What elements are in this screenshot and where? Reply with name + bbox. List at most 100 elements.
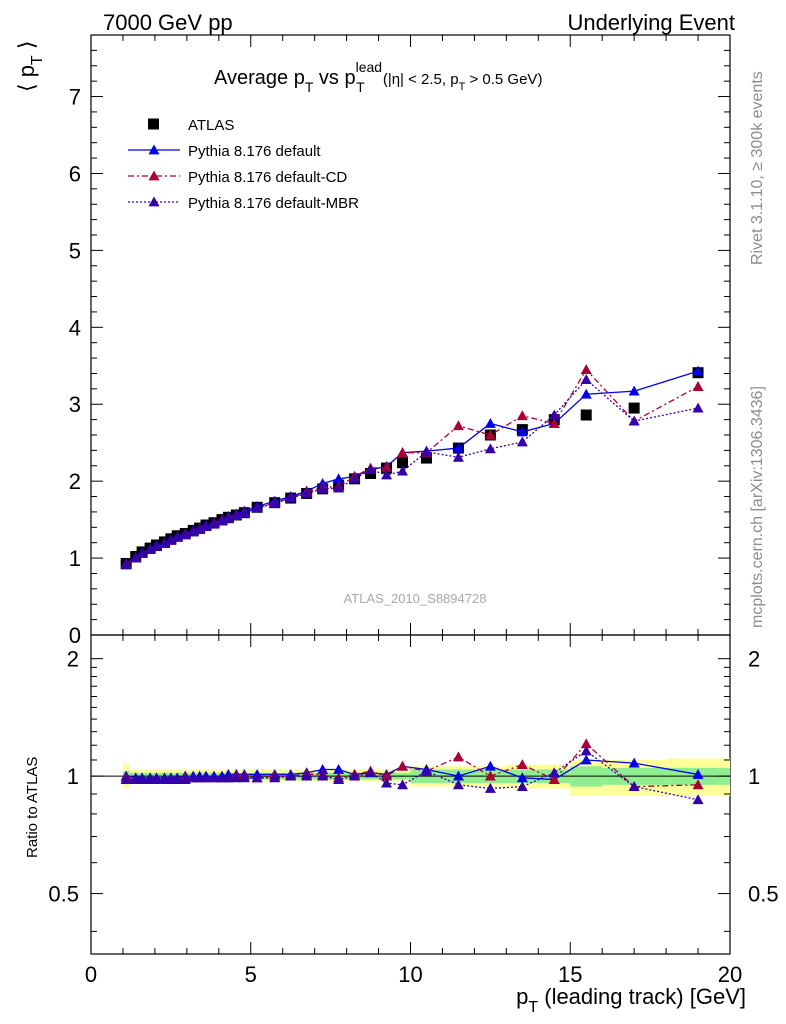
- header-right: Underlying Event: [567, 10, 735, 35]
- main-ytick-label: 4: [69, 315, 81, 340]
- y-axis-label-main: ⟨ pT ⟩: [14, 41, 46, 92]
- main-ytick-label: 5: [69, 238, 81, 263]
- plot-title: Average pT vs plead T (|η| < 2.5, pT > 0.…: [214, 59, 542, 95]
- pythia-8-176-default-mbr-point: [580, 745, 592, 756]
- pythia-8-176-default-point: [692, 768, 704, 779]
- pythia-8-176-default-point: [628, 385, 640, 396]
- pythia-8-176-default-point: [333, 763, 345, 774]
- ratio-ytick-label-left: 2: [67, 647, 79, 672]
- pythia-8-176-default-mbr-point: [158, 537, 170, 548]
- pythia-8-176-default-mbr-point: [251, 502, 263, 513]
- pythia-8-176-default-mbr-point: [171, 774, 183, 784]
- atlas-point: [397, 457, 409, 469]
- atlas-point: [628, 402, 640, 414]
- main-ytick-label: 1: [69, 546, 81, 571]
- main-series-group: [120, 364, 704, 570]
- pythia-8-176-default-cd-point: [516, 410, 528, 421]
- xtick-label: 5: [245, 962, 257, 987]
- pythia-8-176-default-mbr-point: [349, 770, 361, 781]
- pythia-8-176-default-point: [580, 754, 592, 765]
- pythia-8-176-default-mbr-point: [251, 772, 263, 783]
- x-axis-ticks: 0 5 10 15 20: [85, 35, 742, 987]
- pythia-8-176-default-point: [452, 770, 464, 781]
- pythia-8-176-default-point: [333, 473, 345, 484]
- pythia-8-176-default-cd-point: [381, 770, 393, 781]
- pythia-8-176-default-mbr-point: [238, 507, 250, 518]
- pythia-8-176-default-point: [484, 417, 496, 428]
- pythia-8-176-default-mbr-point: [580, 374, 592, 385]
- legend-marker-pythia-8-176-default-cd: [148, 170, 160, 181]
- pythia-8-176-default-cd-point: [580, 738, 592, 749]
- main-ytick-label: 2: [69, 469, 81, 494]
- pythia-8-176-default-mbr-point: [420, 765, 432, 776]
- pythia-8-176-default-mbr-point: [194, 524, 206, 535]
- atlas-point: [420, 452, 432, 464]
- pythia-8-176-default-point: [692, 365, 704, 376]
- pythia-8-176-default-mbr-line: [126, 750, 699, 801]
- pythia-8-176-default-point: [484, 760, 496, 771]
- pythia-8-176-default-mbr-point: [484, 443, 496, 454]
- pythia-8-176-default-mbr-point: [222, 772, 234, 783]
- y-axis-label-ratio: Ratio to ATLAS: [24, 757, 41, 858]
- pythia-8-176-default-mbr-point: [628, 781, 640, 792]
- pythia-8-176-default-mbr-point: [317, 483, 329, 494]
- ratio-ytick-label-left: 0.5: [48, 882, 79, 907]
- pythia-8-176-default-mbr-point: [692, 794, 704, 805]
- pythia-8-176-default-mbr-point: [150, 541, 162, 551]
- pythia-8-176-default-mbr-point: [136, 774, 148, 784]
- pythia-8-176-default-cd-point: [397, 447, 409, 458]
- pythia-8-176-default-mbr-point: [516, 436, 528, 447]
- legend-label-pythia-8-176-default-mbr: Pythia 8.176 default-MBR: [188, 195, 359, 212]
- pythia-8-176-default-mbr-point: [420, 446, 432, 457]
- pythia-8-176-default-cd-point: [484, 770, 496, 781]
- main-ytick-label: 0: [69, 623, 81, 648]
- pythia-8-176-default-mbr-point: [333, 482, 345, 493]
- ratio-ytick-label-right: 0.5: [748, 882, 779, 907]
- pythia-8-176-default-mbr-point: [365, 767, 377, 778]
- pythia-8-176-default-cd-point: [548, 774, 560, 784]
- pythia-8-176-default-cd-point: [692, 779, 704, 790]
- ratio-axis-ticks: 0.5 0.5 1 1 2 2: [48, 647, 779, 932]
- side-mcplots-label: mcplots.cern.ch [arXiv:1306.3436]: [749, 386, 766, 628]
- pythia-8-176-default-mbr-point: [269, 772, 281, 783]
- xtick-label: 10: [398, 962, 422, 987]
- legend-label-atlas: ATLAS: [188, 117, 234, 134]
- pythia-8-176-default-mbr-point: [381, 777, 393, 788]
- legend-label-pythia-8-176-default-cd: Pythia 8.176 default-CD: [188, 169, 347, 186]
- pythia-8-176-default-mbr-point: [397, 779, 409, 790]
- pythia-8-176-default-mbr-point: [381, 469, 393, 480]
- pythia-8-176-default-point: [580, 388, 592, 399]
- x-axis-label: pT (leading track) [GeV]: [516, 984, 746, 1016]
- legend-marker-atlas: [148, 118, 159, 130]
- pythia-8-176-default-mbr-point: [349, 473, 361, 484]
- ratio-ytick-label-left: 1: [67, 764, 79, 789]
- pythia-8-176-default-mbr-point: [165, 534, 177, 545]
- pythia-8-176-default-mbr-point: [516, 781, 528, 792]
- pythia-8-176-default-mbr-point: [548, 409, 560, 420]
- pythia-8-176-default-mbr-point: [365, 464, 377, 475]
- pythia-8-176-default-mbr-point: [179, 774, 191, 784]
- pythia-8-176-default-mbr-point: [130, 552, 142, 563]
- main-ytick-label: 3: [69, 392, 81, 417]
- pythia-8-176-default-mbr-point: [120, 774, 132, 784]
- pythia-8-176-default-mbr-point: [285, 770, 297, 781]
- pythia-8-176-default-mbr-point: [397, 465, 409, 476]
- pythia-8-176-default-mbr-point: [269, 497, 281, 508]
- pythia-8-176-default-mbr-line: [125, 378, 699, 566]
- pythia-8-176-default-mbr-point: [628, 415, 640, 426]
- pythia-8-176-default-mbr-point: [317, 770, 329, 781]
- pythia-8-176-default-cd-point: [516, 759, 528, 770]
- pythia-8-176-default-mbr-point: [238, 772, 250, 783]
- xtick-label: 15: [558, 962, 582, 987]
- pythia-8-176-default-mbr-point: [301, 770, 313, 781]
- main-ytick-label: 6: [69, 161, 81, 186]
- pythia-8-176-default-mbr-point: [136, 547, 148, 558]
- pythia-8-176-default-mbr-point: [452, 451, 464, 462]
- pythia-8-176-default-cd-point: [548, 417, 560, 428]
- pythia-8-176-default-mbr-point: [285, 492, 297, 503]
- analysis-id-label: ATLAS_2010_S8894728: [344, 591, 487, 606]
- pythia-8-176-default-mbr-point: [301, 487, 313, 498]
- pythia-8-176-default-mbr-point: [452, 779, 464, 790]
- pythia-8-176-default-cd-line: [125, 368, 699, 565]
